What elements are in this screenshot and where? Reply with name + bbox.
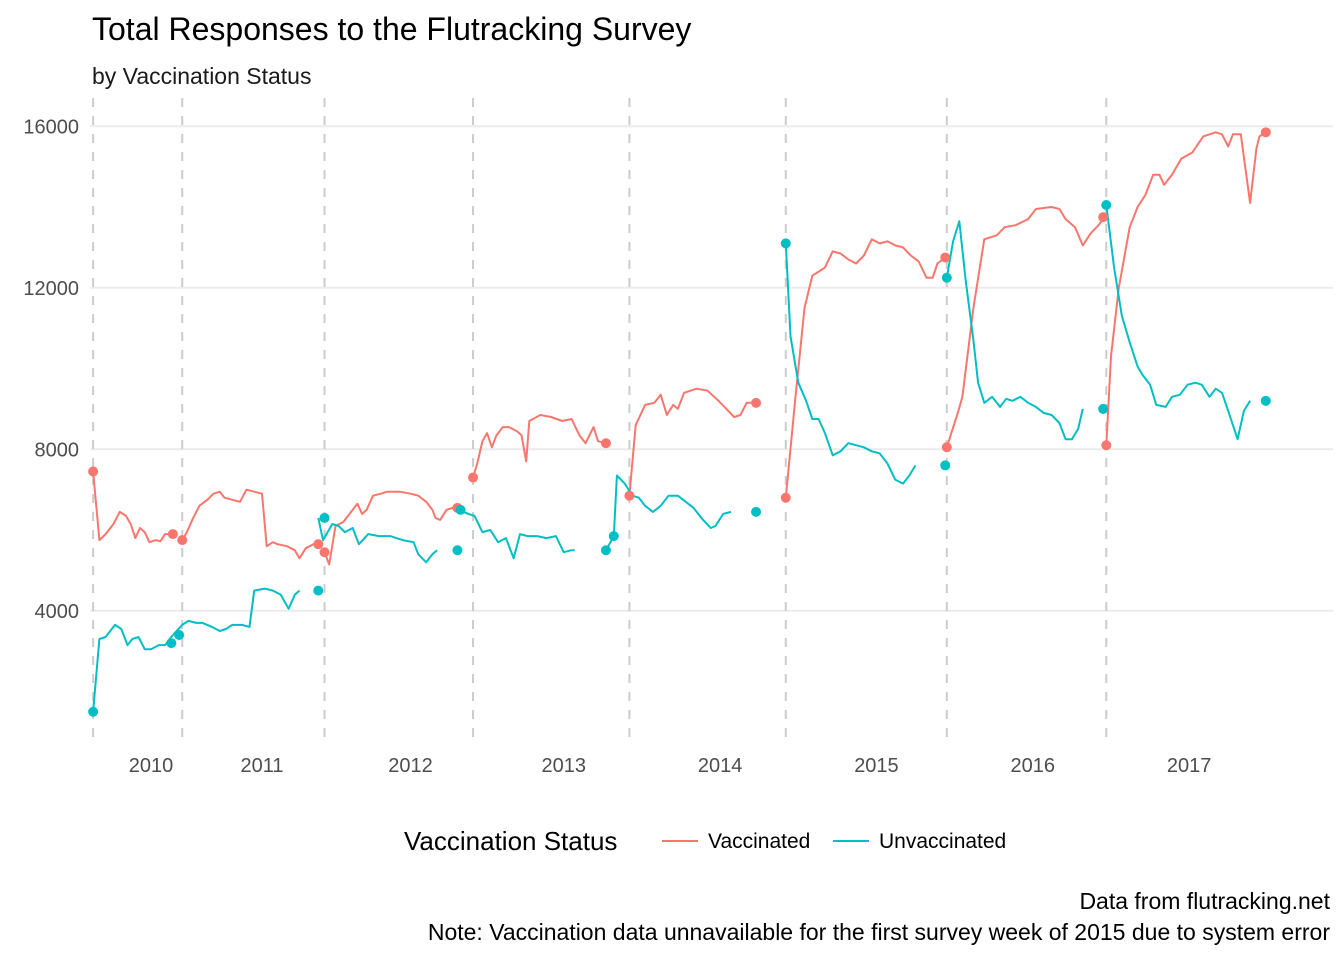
legend: Vaccination Status Vaccinated Unvaccinat… <box>404 826 1006 856</box>
caption-note: Note: Vaccination data unnavailable for … <box>428 919 1331 945</box>
series-line-vaccinated <box>323 490 459 566</box>
series-line-vaccinated <box>784 238 946 498</box>
chart-subtitle: by Vaccination Status <box>92 63 311 89</box>
y-tick-label: 12000 <box>23 278 79 300</box>
caption-source: Data from flutracking.net <box>1079 888 1330 914</box>
series-point-vaccinated <box>940 252 951 263</box>
series-point-vaccinated <box>600 438 611 449</box>
season-start-lines <box>92 98 1108 740</box>
series-point-unvaccinated <box>313 585 324 596</box>
series-markers <box>88 127 1271 717</box>
series-point-unvaccinated <box>608 531 619 542</box>
series-line-unvaccinated <box>172 587 301 636</box>
series-line-vaccinated <box>92 471 174 544</box>
series-point-vaccinated <box>941 442 952 453</box>
series-line-unvaccinated <box>317 517 438 564</box>
legend-label-vaccinated: Vaccinated <box>708 830 810 853</box>
x-tick-label: 2014 <box>698 755 743 777</box>
series-point-vaccinated <box>88 466 99 477</box>
series-point-vaccinated <box>167 529 178 540</box>
series-line-vaccinated <box>181 488 319 560</box>
series-line-unvaccinated <box>945 220 1084 441</box>
series-point-unvaccinated <box>455 504 466 515</box>
series-line-unvaccinated <box>784 243 917 485</box>
chart-title: Total Responses to the Flutracking Surve… <box>92 11 691 47</box>
series-point-unvaccinated <box>166 638 177 649</box>
x-axis-ticks: 2010 2011 2012 2013 2014 2015 2016 2017 <box>129 755 1212 777</box>
series-point-unvaccinated <box>452 545 463 556</box>
series-line-unvaccinated <box>92 623 174 712</box>
x-tick-label: 2015 <box>854 755 899 777</box>
series-point-vaccinated <box>624 490 635 501</box>
series-point-unvaccinated <box>319 512 330 523</box>
y-axis-ticks: 4000 8000 12000 16000 <box>23 116 79 623</box>
series-point-unvaccinated <box>600 545 611 556</box>
series-point-vaccinated <box>751 397 762 408</box>
x-tick-label: 2011 <box>240 755 283 777</box>
x-tick-label: 2010 <box>129 755 174 777</box>
series-line-vaccinated <box>628 387 757 496</box>
series-point-vaccinated <box>780 492 791 503</box>
legend-label-unvaccinated: Unvaccinated <box>879 830 1006 853</box>
gridlines <box>90 125 1333 612</box>
y-tick-label: 4000 <box>35 601 80 623</box>
series-point-unvaccinated <box>1098 403 1109 414</box>
series-point-vaccinated <box>468 472 479 483</box>
series-line-vaccinated <box>945 206 1108 448</box>
series-point-unvaccinated <box>751 506 762 517</box>
series-point-unvaccinated <box>1101 200 1112 210</box>
series-point-vaccinated <box>1260 127 1271 138</box>
series-point-vaccinated <box>313 539 324 550</box>
y-tick-label: 8000 <box>35 439 80 461</box>
x-tick-label: 2013 <box>541 755 586 777</box>
series-point-vaccinated <box>1098 212 1109 223</box>
series-point-unvaccinated <box>941 272 952 283</box>
series-line-unvaccinated <box>1105 204 1251 441</box>
y-tick-label: 16000 <box>23 116 79 138</box>
x-tick-label: 2012 <box>388 755 433 777</box>
series-point-unvaccinated <box>88 706 99 717</box>
series-line-unvaccinated <box>458 508 575 560</box>
series-point-unvaccinated <box>940 460 951 471</box>
series-line-vaccinated <box>1105 131 1267 446</box>
x-tick-label: 2016 <box>1011 755 1056 777</box>
series-line-unvaccinated <box>605 474 732 551</box>
x-tick-label: 2017 <box>1167 755 1212 777</box>
series-lines <box>92 131 1267 712</box>
series-point-vaccinated <box>319 547 330 558</box>
series-point-vaccinated <box>177 535 188 546</box>
series-line-vaccinated <box>472 414 607 478</box>
series-point-vaccinated <box>1101 440 1112 451</box>
series-point-unvaccinated <box>174 630 185 641</box>
series-point-unvaccinated <box>780 238 791 249</box>
series-point-unvaccinated <box>1260 395 1271 406</box>
legend-title: Vaccination Status <box>404 826 617 856</box>
